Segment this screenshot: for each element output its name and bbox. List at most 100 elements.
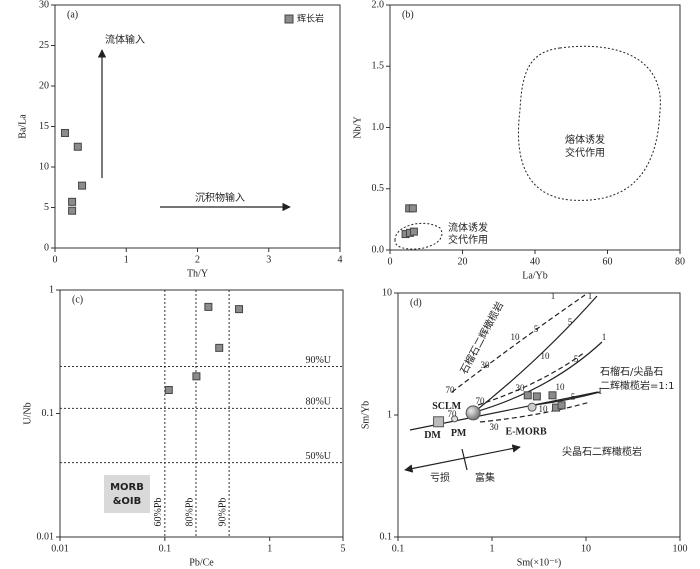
x-tick-label: 20 [458,256,468,267]
curve-tick-label: 5 [534,324,539,334]
reference-label: SCLM [432,401,461,412]
curve-tick-label: 5 [568,317,573,327]
x-tick-label: 40 [530,256,540,267]
reference-point [527,402,537,412]
reference-label: 50%U [305,451,331,462]
y-tick-label: 10 [382,287,392,298]
x-axis-label: Th/Y [187,268,208,279]
x-tick-label: 0.1 [392,543,405,554]
data-point [204,302,213,311]
x-tick-label: 1 [490,543,495,554]
panel-label: (d) [410,297,422,308]
annotation: 熔体诱发 [565,133,605,146]
x-axis-label: La/Yb [522,270,548,281]
y-axis-label: Nb/Y [352,116,363,138]
annotation: 亏损 [430,471,450,484]
x-tick-label: 80 [675,256,685,267]
curve-tick-label: 1 [588,291,593,301]
curve-tick-label: 1 [602,332,607,342]
field-box [104,475,150,513]
arrow [404,444,521,473]
reference-label: 90%U [305,355,331,366]
annotation: 交代作用 [565,146,605,159]
data-point [557,401,566,410]
x-tick-label: 0.1 [159,543,172,554]
reference-point [451,415,459,423]
curve [477,351,586,406]
annotation: MORB [110,482,144,493]
annotation: 沉积物输入 [195,191,245,204]
data-point [164,385,173,394]
curve-tick-label: 70 [448,409,458,419]
y-tick-label: 30 [39,0,49,10]
y-tick-label: 2.0 [372,0,385,10]
annotation: 流体输入 [105,33,145,46]
x-tick-label: 10 [581,543,591,554]
data-point [68,197,77,206]
curve-tick-label: 10 [556,382,566,392]
legend-swatch [284,14,294,24]
y-axis-label: U/Nb [22,402,33,424]
curve-tick-label: 70 [446,385,456,395]
curve-tick-label: 10 [541,351,551,361]
divider [461,448,468,471]
annotation: &OIB [113,496,142,507]
data-point [68,206,77,215]
y-axis-label: Ba/La [17,114,28,139]
annotation: 流体诱发 [448,221,488,234]
curve [534,391,601,406]
data-point [532,392,541,401]
x-tick-label: 1 [124,254,129,265]
legend-label: 辉长岩 [297,13,324,25]
curve-tick-label: 70 [476,396,486,406]
x-tick-label: 2 [195,254,200,265]
data-point [78,181,87,190]
y-tick-label: 20 [39,80,49,91]
data-point [235,305,244,314]
y-tick-label: 0.5 [372,183,385,194]
x-tick-label: 100 [673,543,688,554]
y-tick-label: 10 [39,161,49,172]
curve-tick-label: 30 [490,422,500,432]
y-tick-label: 5 [44,202,49,213]
reference-point [465,405,481,421]
annotation: 富集 [475,471,495,484]
plot-frame [389,4,681,251]
reference-label: 90%Pb [217,498,228,527]
annotation: 尖晶石二辉橄榄岩 [562,445,642,458]
annotation: 交代作用 [448,233,488,246]
y-tick-label: 15 [39,121,49,132]
panel-label: (a) [67,9,78,20]
y-tick-label: 0.01 [37,531,55,542]
panel-label: (c) [72,294,83,305]
annotation: 石榴石/尖晶石 [600,365,663,378]
x-tick-label: 3 [266,254,271,265]
reference-point [433,416,445,428]
x-tick-label: 5 [341,543,346,554]
x-tick-label: 60 [603,256,613,267]
y-tick-label: 1.5 [372,61,385,72]
field [517,45,661,201]
curve [479,401,591,423]
mixing-curves [404,294,603,473]
field [394,222,443,250]
y-tick-label: 0.0 [372,244,385,255]
y-axis-label: Sm/Yb [360,401,371,429]
reference-label: 80%U [305,397,331,408]
curve-tick-label: 5 [574,354,579,364]
x-tick-label: 0.01 [51,543,69,554]
curve-tick-label: 1 [598,386,603,396]
x-axis-label: Pb/Ce [189,557,214,568]
curve-tick-label: 10 [539,404,549,414]
reference-label: 80%Pb [184,498,195,527]
x-tick-label: 4 [338,254,343,265]
y-tick-label: 0.1 [380,531,393,542]
data-point [523,391,532,400]
reference-label: PM [451,428,467,439]
x-tick-label: 0 [53,254,58,265]
curve [472,295,598,414]
x-axis-label: Sm(×10⁻⁶) [517,557,561,568]
y-tick-label: 1 [387,409,392,420]
curve-tick-label: 30 [516,383,526,393]
